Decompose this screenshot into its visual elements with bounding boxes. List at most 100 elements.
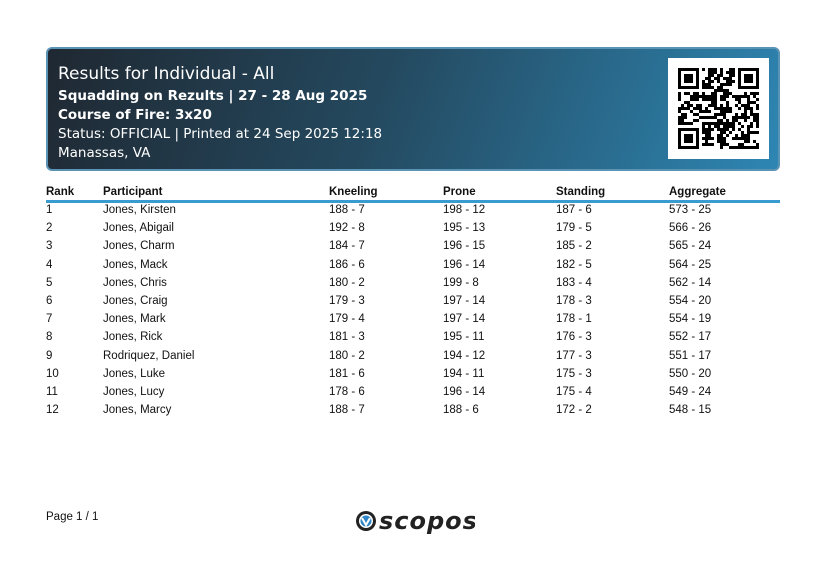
cell-participant: Jones, Craig — [103, 295, 168, 307]
cell-standing: 185 - 2 — [556, 240, 592, 253]
cell-participant: Jones, Mark — [103, 313, 166, 326]
cell-aggregate: 552 - 17 — [669, 331, 712, 344]
cell-prone: 198 - 12 — [443, 204, 486, 216]
cell-standing: 179 - 5 — [556, 222, 592, 235]
table-row: 4 Jones, Mack 186 - 6 196 - 14 182 - 5 564 - … — [0, 259, 826, 277]
cell-standing: 175 - 4 — [556, 386, 592, 398]
cell-rank: 4 — [46, 258, 53, 271]
cell-kneeling: 178 - 6 — [329, 386, 365, 398]
cell-participant: Jones, Rick — [103, 331, 163, 344]
cell-standing: 182 - 5 — [556, 258, 592, 271]
column-header-standing: Standing — [556, 186, 606, 198]
cell-prone: 194 - 11 — [443, 367, 485, 380]
cell-aggregate: 573 - 25 — [669, 204, 712, 216]
cell-aggregate: 565 - 24 — [669, 240, 712, 253]
table-row: 12 Jones, Marcy 188 - 7 188 - 6 172 - 2 548 -… — [0, 404, 826, 422]
cell-kneeling: 180 - 2 — [329, 349, 365, 362]
header-rule — [46, 200, 780, 203]
table-row: 1 Jones, Kirsten 188 - 7 198 - 12 187 - 6 573… — [0, 204, 826, 222]
column-header-participant: Participant — [103, 186, 163, 198]
cell-kneeling: 188 - 7 — [329, 404, 365, 417]
column-header-rank: Rank — [46, 186, 75, 198]
cell-standing: 175 - 3 — [556, 367, 592, 380]
table-row: 10 Jones, Luke 181 - 6 194 - 11 175 - 3 550 -… — [0, 368, 826, 386]
cell-participant: Jones, Abigail — [103, 222, 174, 235]
cell-prone: 188 - 6 — [443, 404, 479, 417]
cell-prone: 195 - 13 — [443, 222, 486, 235]
cell-aggregate: 554 - 20 — [669, 295, 712, 307]
column-header-aggregate: Aggregate — [669, 186, 726, 198]
cell-rank: 1 — [46, 204, 53, 216]
cell-rank: 7 — [46, 313, 53, 326]
cell-kneeling: 181 - 3 — [329, 331, 365, 344]
cell-aggregate: 548 - 15 — [669, 404, 712, 417]
cell-rank: 3 — [46, 240, 53, 253]
table-row: 7 Jones, Mark 179 - 4 197 - 14 178 - 1 554 - … — [0, 313, 826, 331]
cell-prone: 194 - 12 — [443, 349, 486, 362]
cell-prone: 195 - 11 — [443, 331, 485, 344]
cell-kneeling: 179 - 4 — [329, 313, 365, 326]
table-row: 11 Jones, Lucy 178 - 6 196 - 14 175 - 4 549 -… — [0, 386, 826, 404]
cell-aggregate: 549 - 24 — [669, 386, 712, 398]
cell-aggregate: 566 - 26 — [669, 222, 712, 235]
cell-rank: 2 — [46, 222, 53, 235]
cell-rank: 5 — [46, 276, 53, 289]
cell-standing: 178 - 3 — [556, 295, 592, 307]
cell-kneeling: 179 - 3 — [329, 295, 365, 307]
cell-standing: 172 - 2 — [556, 404, 592, 417]
cell-rank: 9 — [46, 349, 53, 362]
cell-kneeling: 188 - 7 — [329, 204, 365, 216]
cell-standing: 183 - 4 — [556, 276, 592, 289]
cell-standing: 177 - 3 — [556, 349, 592, 362]
cell-standing: 178 - 1 — [556, 313, 592, 326]
cell-rank: 11 — [46, 386, 58, 398]
course-of-fire: Course of Fire: 3x20 — [58, 107, 212, 123]
cell-rank: 6 — [46, 295, 53, 307]
svg-text:scopos: scopos — [379, 508, 475, 534]
scopos-logo: scopos — [355, 507, 477, 538]
cell-participant: Jones, Kirsten — [103, 204, 176, 216]
qr-code-icon — [668, 58, 769, 159]
location: Manassas, VA — [58, 145, 151, 161]
cell-participant: Jones, Charm — [103, 240, 175, 253]
table-row: 6 Jones, Craig 179 - 3 197 - 14 178 - 3 554 -… — [0, 295, 826, 313]
cell-aggregate: 554 - 19 — [669, 313, 712, 326]
cell-standing: 187 - 6 — [556, 204, 592, 216]
cell-kneeling: 180 - 2 — [329, 276, 365, 289]
cell-rank: 10 — [46, 367, 59, 380]
cell-participant: Jones, Marcy — [103, 404, 172, 417]
column-header-kneeling: Kneeling — [329, 186, 378, 198]
cell-participant: Jones, Lucy — [103, 386, 165, 398]
page-number: Page 1 / 1 — [46, 511, 99, 523]
cell-aggregate: 550 - 20 — [669, 367, 712, 380]
report-title: Results for Individual - All — [58, 64, 275, 84]
table-row: 5 Jones, Chris 180 - 2 199 - 8 183 - 4 562 - … — [0, 277, 826, 295]
cell-rank: 12 — [46, 404, 59, 417]
cell-participant: Jones, Mack — [103, 258, 168, 271]
cell-prone: 196 - 15 — [443, 240, 486, 253]
cell-participant: Rodriquez, Daniel — [103, 349, 195, 362]
report-header: Results for Individual - All Squadding o… — [46, 47, 780, 171]
cell-aggregate: 551 - 17 — [669, 349, 712, 362]
cell-kneeling: 192 - 8 — [329, 222, 365, 235]
cell-prone: 196 - 14 — [443, 386, 486, 398]
event-subtitle: Squadding on Rezults | 27 - 28 Aug 2025 — [58, 88, 368, 104]
status-line: Status: OFFICIAL | Printed at 24 Sep 202… — [58, 126, 383, 142]
cell-prone: 197 - 14 — [443, 313, 486, 326]
cell-prone: 196 - 14 — [443, 258, 486, 271]
table-row: 2 Jones, Abigail 192 - 8 195 - 13 179 - 5 566… — [0, 222, 826, 240]
cell-kneeling: 184 - 7 — [329, 240, 365, 253]
cell-participant: Jones, Chris — [103, 276, 167, 289]
cell-aggregate: 562 - 14 — [669, 276, 712, 289]
cell-prone: 197 - 14 — [443, 295, 486, 307]
column-header-prone: Prone — [443, 186, 476, 198]
cell-prone: 199 - 8 — [443, 276, 479, 289]
cell-participant: Jones, Luke — [103, 367, 166, 380]
cell-aggregate: 564 - 25 — [669, 258, 712, 271]
cell-standing: 176 - 3 — [556, 331, 592, 344]
table-row: 3 Jones, Charm 184 - 7 196 - 15 185 - 2 565 -… — [0, 240, 826, 258]
cell-rank: 8 — [46, 331, 53, 344]
cell-kneeling: 181 - 6 — [329, 367, 365, 380]
table-row: 9 Rodriquez, Daniel 180 - 2 194 - 12 177 - 3… — [0, 350, 826, 368]
table-row: 8 Jones, Rick 181 - 3 195 - 11 176 - 3 552 - … — [0, 331, 826, 349]
